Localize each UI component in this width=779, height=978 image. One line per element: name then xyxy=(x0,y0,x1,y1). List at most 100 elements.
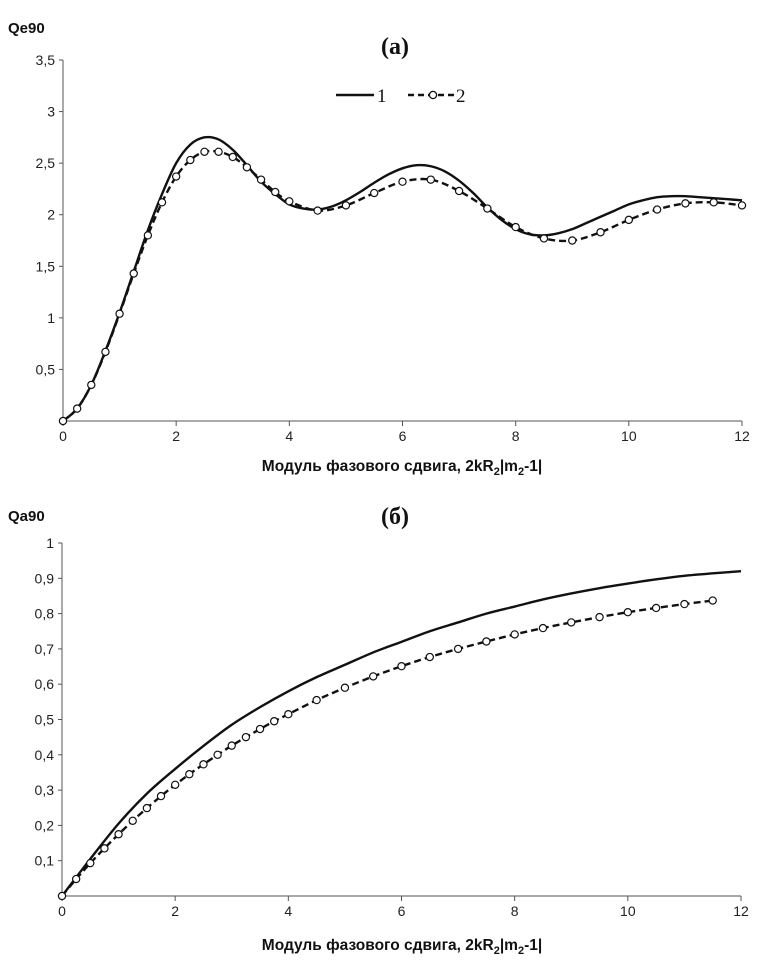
x-tick-label: 12 xyxy=(734,428,750,444)
y-tick-label: 0,7 xyxy=(35,641,55,657)
data-point-marker xyxy=(539,234,549,243)
y-tick-label: 0,3 xyxy=(35,782,55,798)
data-point-marker xyxy=(737,201,747,210)
data-point-marker xyxy=(58,416,68,426)
data-point-marker xyxy=(340,683,350,692)
data-point-marker xyxy=(199,760,208,769)
x-tick-label: 8 xyxy=(511,903,519,919)
data-point-marker xyxy=(511,222,520,232)
data-point-marker xyxy=(256,175,266,184)
data-point-marker xyxy=(510,630,519,639)
y-tick-label: 0,8 xyxy=(35,606,55,622)
data-point-marker xyxy=(313,206,322,215)
y-tick-label: 2,5 xyxy=(36,155,56,171)
x-tick-label: 0 xyxy=(58,903,66,919)
data-point-marker xyxy=(681,199,690,208)
data-point-marker xyxy=(398,177,407,186)
chart-title-a: (а) xyxy=(381,34,409,60)
data-point-marker xyxy=(115,309,124,318)
x-tick-label: 10 xyxy=(621,428,637,444)
x-tick-label: 4 xyxy=(284,903,292,919)
legend-marker-2 xyxy=(428,90,438,100)
x-tick-label: 12 xyxy=(733,903,749,919)
y-axis-label-qa90: Qa90 xyxy=(8,508,45,525)
x-tick-label: 0 xyxy=(59,428,67,444)
x-axis-label-b: Модуль фазового сдвига, 2kR2|m2-1| xyxy=(262,937,542,957)
axes-a xyxy=(62,60,742,422)
x-tick-label: 8 xyxy=(512,428,520,444)
y-tick-label: 1,5 xyxy=(36,258,56,274)
y-tick-label: 2 xyxy=(47,207,55,223)
chart-panel-b: Qa90 (б) 0,1 0,2 0,3 0,4 0,5 0,6 0,7 0,8 0,9 1 0 2… xyxy=(8,504,749,957)
data-point-marker xyxy=(370,188,379,198)
data-point-marker xyxy=(186,155,195,165)
series-group-a xyxy=(58,135,747,426)
legend-label-1: 1 xyxy=(377,86,387,107)
chart-title-b: (б) xyxy=(381,504,409,530)
series-group-b xyxy=(57,570,742,901)
data-point-marker xyxy=(242,163,252,172)
data-point-marker xyxy=(269,717,279,726)
data-point-marker xyxy=(709,198,718,207)
data-point-marker xyxy=(425,652,434,662)
data-point-marker xyxy=(270,187,280,197)
data-point-marker xyxy=(101,347,110,357)
data-point-marker xyxy=(483,204,492,213)
x-ticks-b: 0 2 4 6 8 10 12 xyxy=(58,896,749,919)
data-point-marker xyxy=(624,215,634,225)
axes-b xyxy=(61,543,741,897)
data-point-marker xyxy=(241,732,251,742)
data-point-marker xyxy=(71,874,81,884)
data-point-marker xyxy=(156,791,166,801)
data-point-marker xyxy=(128,816,137,826)
chart-panel-a: Qe90 (а) 0,511,522,533,5 0 2 4 6 8 10 12 1 2 М… xyxy=(8,20,750,478)
data-point-marker xyxy=(397,662,406,671)
data-point-marker xyxy=(57,891,67,901)
data-point-marker xyxy=(185,770,194,779)
data-point-marker xyxy=(538,623,548,633)
y-tick-label: 1 xyxy=(46,535,54,551)
x-tick-label: 2 xyxy=(171,903,179,919)
data-point-marker xyxy=(285,197,294,206)
y-ticks-a: 0,5 1 1,5 2 2,5 3 3,5 xyxy=(36,52,63,377)
y-tick-label: 0,9 xyxy=(35,570,55,586)
y-tick-label: 3 xyxy=(47,104,55,120)
data-point-marker xyxy=(87,380,96,390)
series-line-2 xyxy=(61,599,713,897)
x-tick-label: 2 xyxy=(172,428,180,444)
data-point-marker xyxy=(652,205,662,214)
data-point-marker xyxy=(157,198,167,207)
data-point-marker xyxy=(680,599,689,609)
y-tick-label: 0,6 xyxy=(35,676,55,692)
series-line-2 xyxy=(62,149,743,422)
data-point-marker xyxy=(213,750,222,760)
data-point-marker xyxy=(341,201,351,210)
data-point-marker xyxy=(284,710,293,719)
data-point-marker xyxy=(200,147,209,156)
data-point-marker xyxy=(596,228,605,237)
data-point-marker xyxy=(114,830,123,839)
x-tick-label: 6 xyxy=(398,903,406,919)
data-point-marker xyxy=(227,741,236,750)
y-tick-label: 0,4 xyxy=(35,747,55,763)
data-point-marker xyxy=(595,612,604,622)
data-point-marker xyxy=(86,858,95,868)
y-tick-label: 0,1 xyxy=(35,853,55,869)
x-tick-label: 6 xyxy=(399,428,407,444)
data-point-marker xyxy=(567,618,576,627)
data-point-marker xyxy=(72,404,82,413)
y-ticks-b: 0,1 0,2 0,3 0,4 0,5 0,6 0,7 0,8 0,9 1 xyxy=(35,535,62,869)
data-point-marker xyxy=(171,172,181,181)
data-point-marker xyxy=(142,803,152,813)
data-point-marker xyxy=(100,844,109,853)
data-point-marker xyxy=(426,175,435,184)
legend-label-2: 2 xyxy=(456,86,466,107)
series-line-1 xyxy=(61,570,742,897)
data-point-marker xyxy=(312,695,321,705)
y-tick-label: 0,5 xyxy=(36,361,56,377)
legend-a: 1 2 xyxy=(336,86,466,107)
data-point-marker xyxy=(170,780,180,790)
data-point-marker xyxy=(143,231,153,240)
x-ticks-a: 0 2 4 6 8 10 12 xyxy=(59,421,750,444)
